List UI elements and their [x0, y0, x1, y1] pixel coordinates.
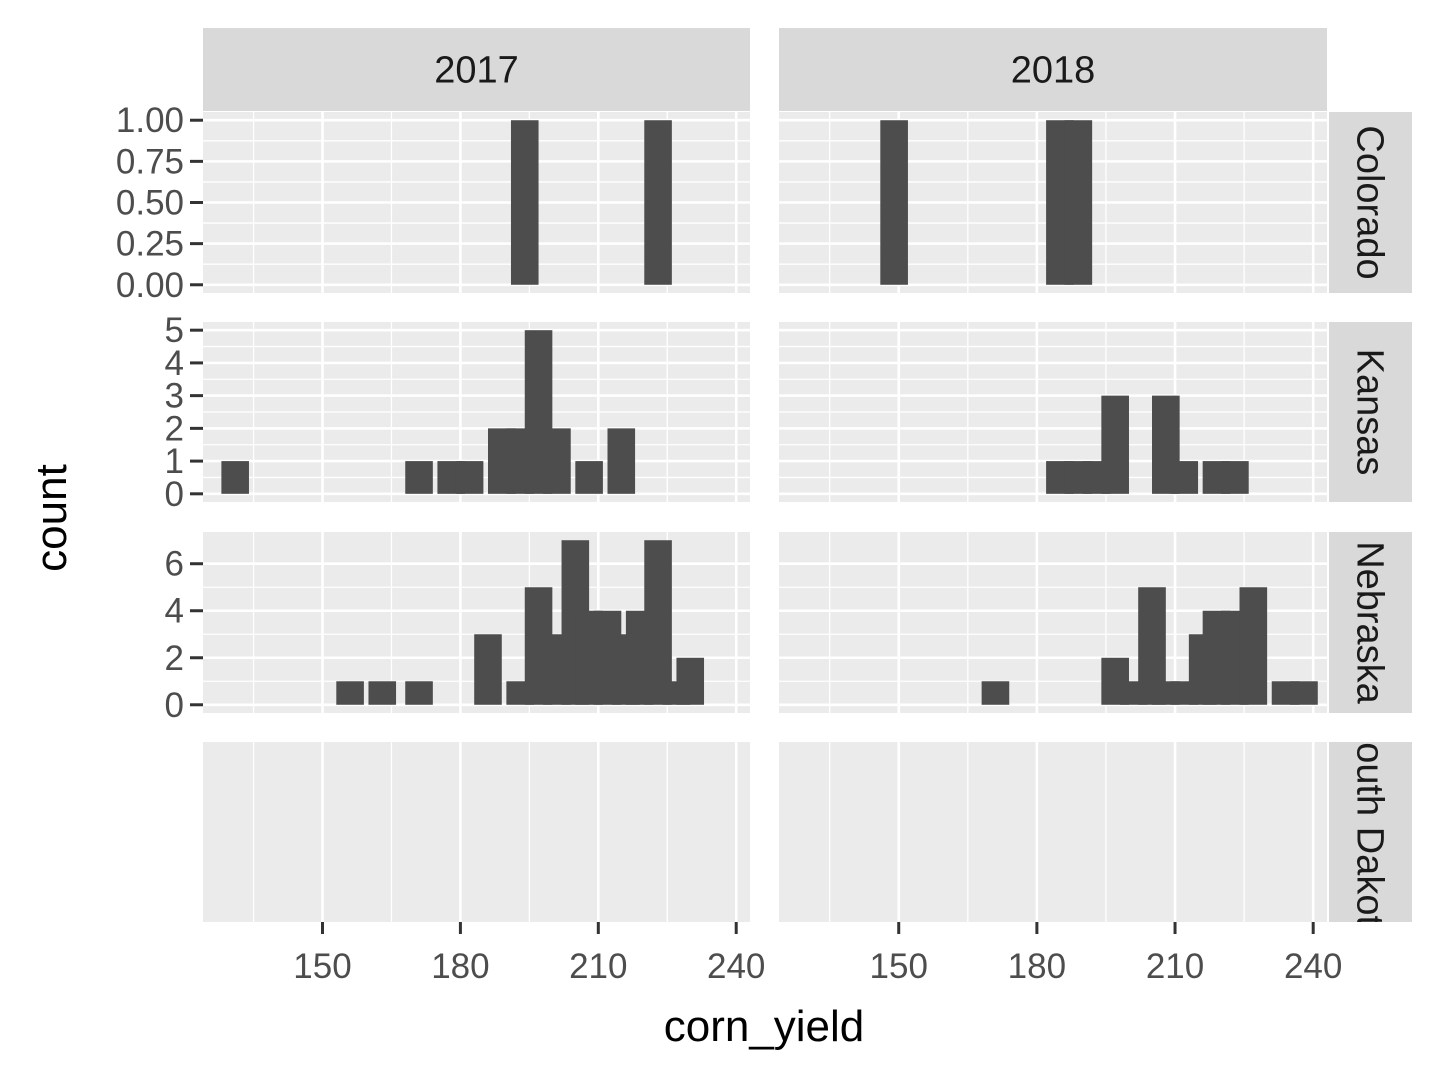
histogram-bar: [405, 461, 433, 494]
row-strip-label: Kansas: [1349, 349, 1391, 476]
histogram-bar: [455, 461, 484, 494]
histogram-bar: [405, 681, 433, 705]
histogram-bar: [1221, 461, 1249, 494]
row-strip-3: [1329, 742, 1412, 922]
y-tick-label: 0.25: [116, 225, 184, 264]
histogram-bar: [676, 657, 705, 705]
y-axis-title: count: [27, 464, 76, 572]
x-axis-title: corn_yield: [664, 1002, 865, 1051]
panel-south-dakota-2017: [203, 742, 750, 922]
histogram-bar: [1290, 681, 1318, 705]
y-tick-label: 0.50: [116, 184, 184, 223]
x-tick-label: 240: [707, 947, 765, 986]
histogram-bar: [575, 461, 603, 494]
row-strip-label: Nebraska: [1349, 541, 1391, 704]
y-tick-label: 4: [165, 592, 184, 631]
y-tick-label: 5: [165, 311, 184, 350]
x-tick-label: 210: [1146, 947, 1204, 986]
panel-south-dakota-2018: [779, 742, 1327, 922]
y-tick-label: 2: [165, 639, 184, 678]
histogram-bar: [510, 120, 539, 285]
histogram-bar: [543, 428, 571, 494]
panel-colorado-2017: [203, 112, 750, 293]
row-strip-1: [1329, 322, 1412, 502]
histogram-bar: [981, 681, 1010, 705]
histogram-bar: [607, 428, 636, 494]
row-strip-label-group: Colorado: [1349, 125, 1391, 279]
y-tick-label: 1: [165, 442, 184, 481]
row-strip-label-group: South Dakota: [1349, 717, 1391, 948]
y-tick-label: 0: [165, 686, 184, 725]
row-strip-label: Colorado: [1349, 125, 1391, 279]
histogram-bar: [644, 120, 672, 285]
panel-background: [779, 742, 1327, 922]
y-tick-label: 6: [165, 545, 184, 584]
panel-nebraska-2017: [203, 532, 750, 713]
y-tick-label: 2: [165, 409, 184, 448]
x-tick-label: 180: [1008, 947, 1066, 986]
row-strip-2: [1329, 532, 1412, 713]
col-strip-label: 2017: [434, 50, 519, 92]
x-tick-label: 150: [293, 947, 351, 986]
row-strip-0: [1329, 112, 1412, 293]
panel-nebraska-2018: [779, 532, 1327, 713]
col-strip-2018: [779, 28, 1327, 111]
y-tick-label: 4: [165, 344, 184, 383]
y-tick-label: 3: [165, 377, 184, 416]
x-tick-label: 150: [870, 947, 928, 986]
histogram-bar: [1064, 120, 1093, 285]
row-strip-label-group: Kansas: [1349, 349, 1391, 476]
panel-kansas-2018: [779, 322, 1327, 502]
col-strip-label: 2018: [1011, 50, 1096, 92]
panel-colorado-2018: [779, 112, 1327, 293]
y-tick-label: 0.00: [116, 266, 184, 305]
histogram-bar: [1170, 461, 1199, 494]
x-tick-label: 210: [569, 947, 627, 986]
histogram-bar: [368, 681, 397, 705]
x-tick-label: 240: [1284, 947, 1342, 986]
y-tick-label: 1.00: [116, 101, 184, 140]
row-strip-label: South Dakota: [1349, 717, 1391, 948]
histogram-bar: [1239, 587, 1268, 705]
row-strip-label-group: Nebraska: [1349, 541, 1391, 704]
histogram-bar: [474, 634, 502, 705]
histogram-bar: [880, 120, 908, 285]
panel-kansas-2017: [203, 322, 750, 502]
histogram-bar: [336, 681, 364, 705]
y-tick-label: 0.75: [116, 142, 184, 181]
histogram-bar: [644, 540, 672, 705]
y-tick-label: 0: [165, 475, 184, 514]
histogram-bar: [1101, 395, 1129, 494]
panel-background: [203, 742, 750, 922]
x-tick-label: 180: [431, 947, 489, 986]
histogram-bar: [221, 461, 249, 494]
col-strip-2017: [203, 28, 750, 111]
